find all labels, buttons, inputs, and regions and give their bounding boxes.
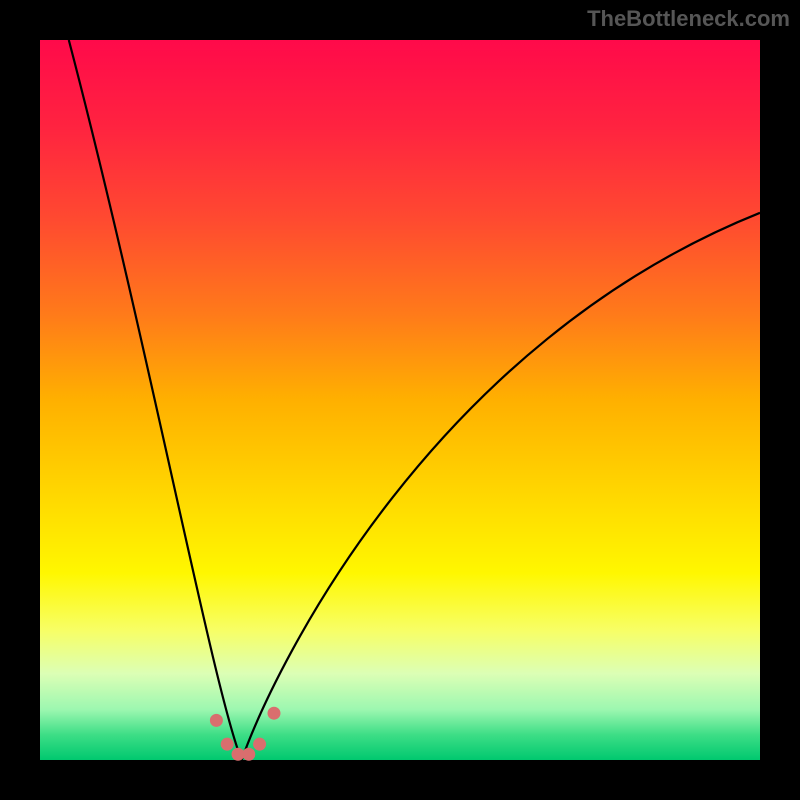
marker-dot [232, 748, 244, 760]
plot-background [40, 40, 760, 760]
marker-dot [243, 748, 255, 760]
marker-dot [254, 738, 266, 750]
marker-dot [268, 707, 280, 719]
marker-dot [210, 714, 222, 726]
marker-dot [221, 738, 233, 750]
chart-svg [0, 0, 800, 800]
bottleneck-chart: TheBottleneck.com [0, 0, 800, 800]
watermark-text: TheBottleneck.com [587, 6, 790, 32]
